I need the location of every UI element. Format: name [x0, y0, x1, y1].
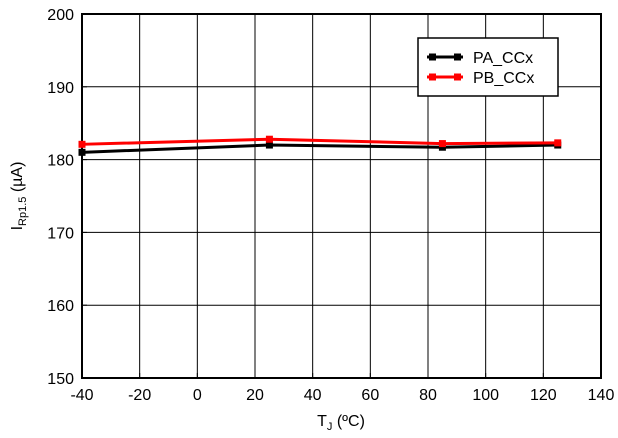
plot-frame [81, 13, 602, 379]
series-layer [78, 135, 562, 156]
y-tick-label: 190 [47, 80, 74, 97]
data-point-pa-ccx [265, 141, 273, 149]
y-tick-label: 150 [47, 371, 74, 388]
data-point-pa-ccx [438, 143, 446, 151]
data-point-pb-ccx [438, 140, 446, 148]
x-tick-label: 120 [530, 387, 557, 404]
x-tick-label: 20 [246, 387, 264, 404]
y-axis-label-rest: (µA) [9, 162, 26, 197]
x-tick-label: 80 [419, 387, 437, 404]
data-point-pb-ccx [78, 140, 86, 148]
x-tick-label: 40 [304, 387, 322, 404]
x-tick-label: 0 [193, 387, 202, 404]
y-axis-label-main: I [9, 226, 26, 230]
legend: PA_CCx PB_CCx [417, 37, 559, 97]
x-tick-label: 100 [472, 387, 499, 404]
data-point-pb-ccx [265, 135, 273, 143]
x-tick-label: -20 [128, 387, 151, 404]
legend-swatch-marker [429, 73, 436, 81]
legend-item-pa-ccx: PA_CCx [427, 50, 533, 67]
y-axis-ticks: 150 160 170 180 190 200 [47, 7, 87, 388]
y-axis-label-sub: Rp1.5 [17, 197, 29, 226]
y-axis-label: IRp1.5 (µA) [9, 162, 29, 231]
data-point-pb-ccx [554, 139, 562, 147]
x-axis-label-sub: J [327, 421, 333, 433]
legend-label: PA_CCx [473, 50, 533, 67]
x-axis-label: TJ (ºC) [317, 413, 365, 433]
x-axis-ticks: -40 -20 0 20 40 60 80 100 120 140 [70, 373, 614, 404]
x-tick-label: -40 [70, 387, 93, 404]
series-pb-ccx [78, 135, 562, 148]
legend-swatch-marker [454, 53, 461, 61]
x-axis-label-rest: (ºC) [332, 413, 365, 430]
series-line-pb-ccx [81, 137, 558, 146]
legend-item-pb-ccx: PB_CCx [427, 70, 534, 87]
y-tick-label: 160 [47, 298, 74, 315]
legend-box [417, 37, 559, 97]
legend-label: PB_CCx [473, 70, 534, 87]
x-axis-label-main: T [317, 413, 327, 430]
x-tick-label: 60 [361, 387, 379, 404]
y-tick-label: 180 [47, 153, 74, 170]
y-tick-label: 170 [47, 225, 74, 242]
y-tick-label: 200 [47, 7, 74, 24]
series-line-pa-ccx [81, 143, 558, 154]
x-tick-label: 140 [588, 387, 615, 404]
legend-swatch-marker [454, 73, 461, 81]
legend-swatch-marker [429, 53, 436, 61]
data-point-pa-ccx [78, 148, 86, 156]
